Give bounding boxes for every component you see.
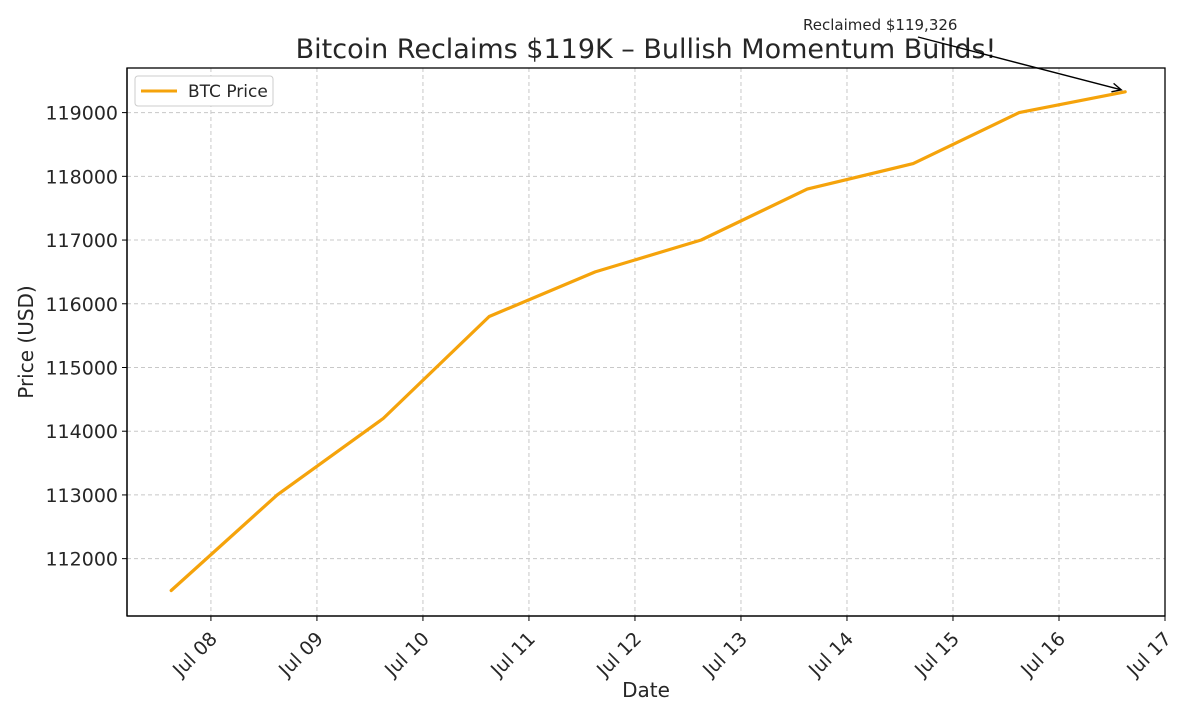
y-axis-label: Price (USD) (14, 285, 38, 399)
y-tick-label: 112000 (45, 549, 118, 571)
y-tick-label: 116000 (45, 294, 118, 316)
x-tick-label: Jul 16 (1016, 628, 1070, 682)
y-tick-label: 113000 (45, 485, 118, 507)
y-tick-label: 118000 (45, 166, 118, 188)
annotation-arrow (917, 36, 1122, 91)
y-tick-label: 114000 (45, 421, 118, 443)
x-tick-label: Jul 14 (804, 628, 858, 682)
series-layer (169, 90, 1127, 593)
x-tick-label: Jul 11 (486, 628, 540, 682)
x-tick-label: Jul 09 (274, 628, 328, 682)
x-tick-label: Jul 12 (592, 628, 646, 682)
legend-box (134, 75, 274, 107)
x-tick-label: Jul 10 (380, 628, 434, 682)
x-axis-ticks: Jul 08 Jul 09 Jul 10 Jul 11 Jul 12 Jul 13 Jul … (168, 616, 1176, 682)
y-tick-label: 119000 (45, 103, 118, 125)
x-tick-label: Jul 13 (698, 628, 752, 682)
y-axis-ticks: 112000 113000 114000 115000 116000 117000 1180… (45, 103, 127, 571)
x-axis-label: Date (622, 678, 670, 702)
x-tick-label: Jul 15 (910, 628, 964, 682)
chart-title: Bitcoin Reclaims $119K – Bullish Momentu… (296, 34, 997, 65)
x-tick-label: Jul 08 (168, 628, 222, 682)
y-tick-label: 115000 (45, 357, 118, 379)
plot-area-frame (126, 67, 1166, 617)
x-tick-label: Jul 17 (1122, 628, 1176, 682)
legend-label-btc-price: BTC Price (188, 82, 268, 102)
legend: BTC Price (134, 75, 274, 107)
series-line-btc-price (169, 90, 1127, 593)
annotation: Reclaimed $119,326 (803, 16, 1123, 93)
annotation-text: Reclaimed $119,326 (803, 16, 957, 34)
y-tick-label: 117000 (45, 230, 118, 252)
annotation-arrowhead (1111, 82, 1123, 93)
grid-layer (127, 68, 1166, 616)
